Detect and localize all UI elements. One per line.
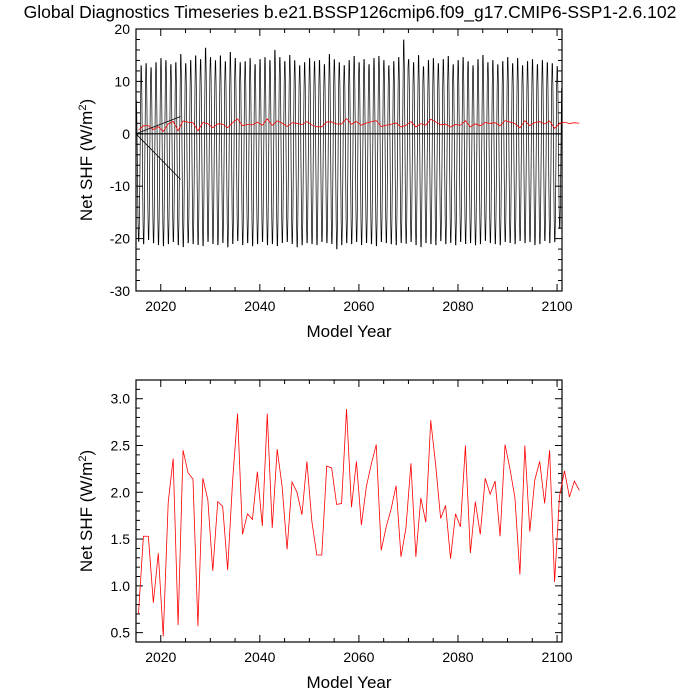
chart-1-group: 2020 2040 2060 2080 2100 0.5 1.0 1.5 2.0 2.5 3.0 Mo…: [77, 379, 580, 692]
x-tick-label: 2060: [343, 298, 374, 314]
y-axis-title: Net SHF (W/m2): [77, 450, 96, 572]
y-tick-label: 2.0: [111, 484, 131, 500]
y-tick-label: -30: [110, 283, 130, 299]
plot-frame: [135, 28, 563, 292]
y-tick-label: -10: [110, 178, 130, 194]
x-axis-title: Model Year: [306, 322, 391, 341]
x-tick-label: 2040: [244, 298, 275, 314]
x-tick-label: 2080: [442, 649, 473, 665]
series-0-line: [138, 408, 580, 637]
x-tick-label: 2100: [541, 298, 572, 314]
y-tick-label: 3.0: [111, 391, 131, 407]
series-1-line: [138, 118, 580, 133]
start-artifact-line: [135, 133, 181, 180]
figure-title: Global Diagnostics Timeseries b.e21.BSSP…: [23, 2, 677, 22]
x-tick-label: 2060: [343, 649, 374, 665]
y-tick-label: 10: [114, 73, 130, 89]
y-tick-label: 0.5: [111, 625, 131, 641]
x-tick-label: 2040: [244, 649, 275, 665]
y-tick-label: 1.5: [111, 531, 131, 547]
series-0-line: [136, 39, 562, 250]
x-axis-title: Model Year: [306, 673, 391, 692]
y-axis-title: Net SHF (W/m2): [77, 99, 96, 221]
x-tick-label: 2080: [442, 298, 473, 314]
y-tick-label: -20: [110, 231, 130, 247]
y-tick-label: 0: [122, 126, 130, 142]
y-tick-label: 1.0: [111, 578, 131, 594]
chart-0-group: 2020 2040 2060 2080 2100 -30 -20 -10 0 10 20 Model …: [77, 21, 580, 341]
x-tick-label: 2020: [145, 298, 176, 314]
y-tick-label: 20: [114, 21, 130, 37]
x-tick-label: 2020: [145, 649, 176, 665]
y-tick-label: 2.5: [111, 438, 131, 454]
x-tick-label: 2100: [541, 649, 572, 665]
start-artifact-line: [135, 116, 181, 135]
